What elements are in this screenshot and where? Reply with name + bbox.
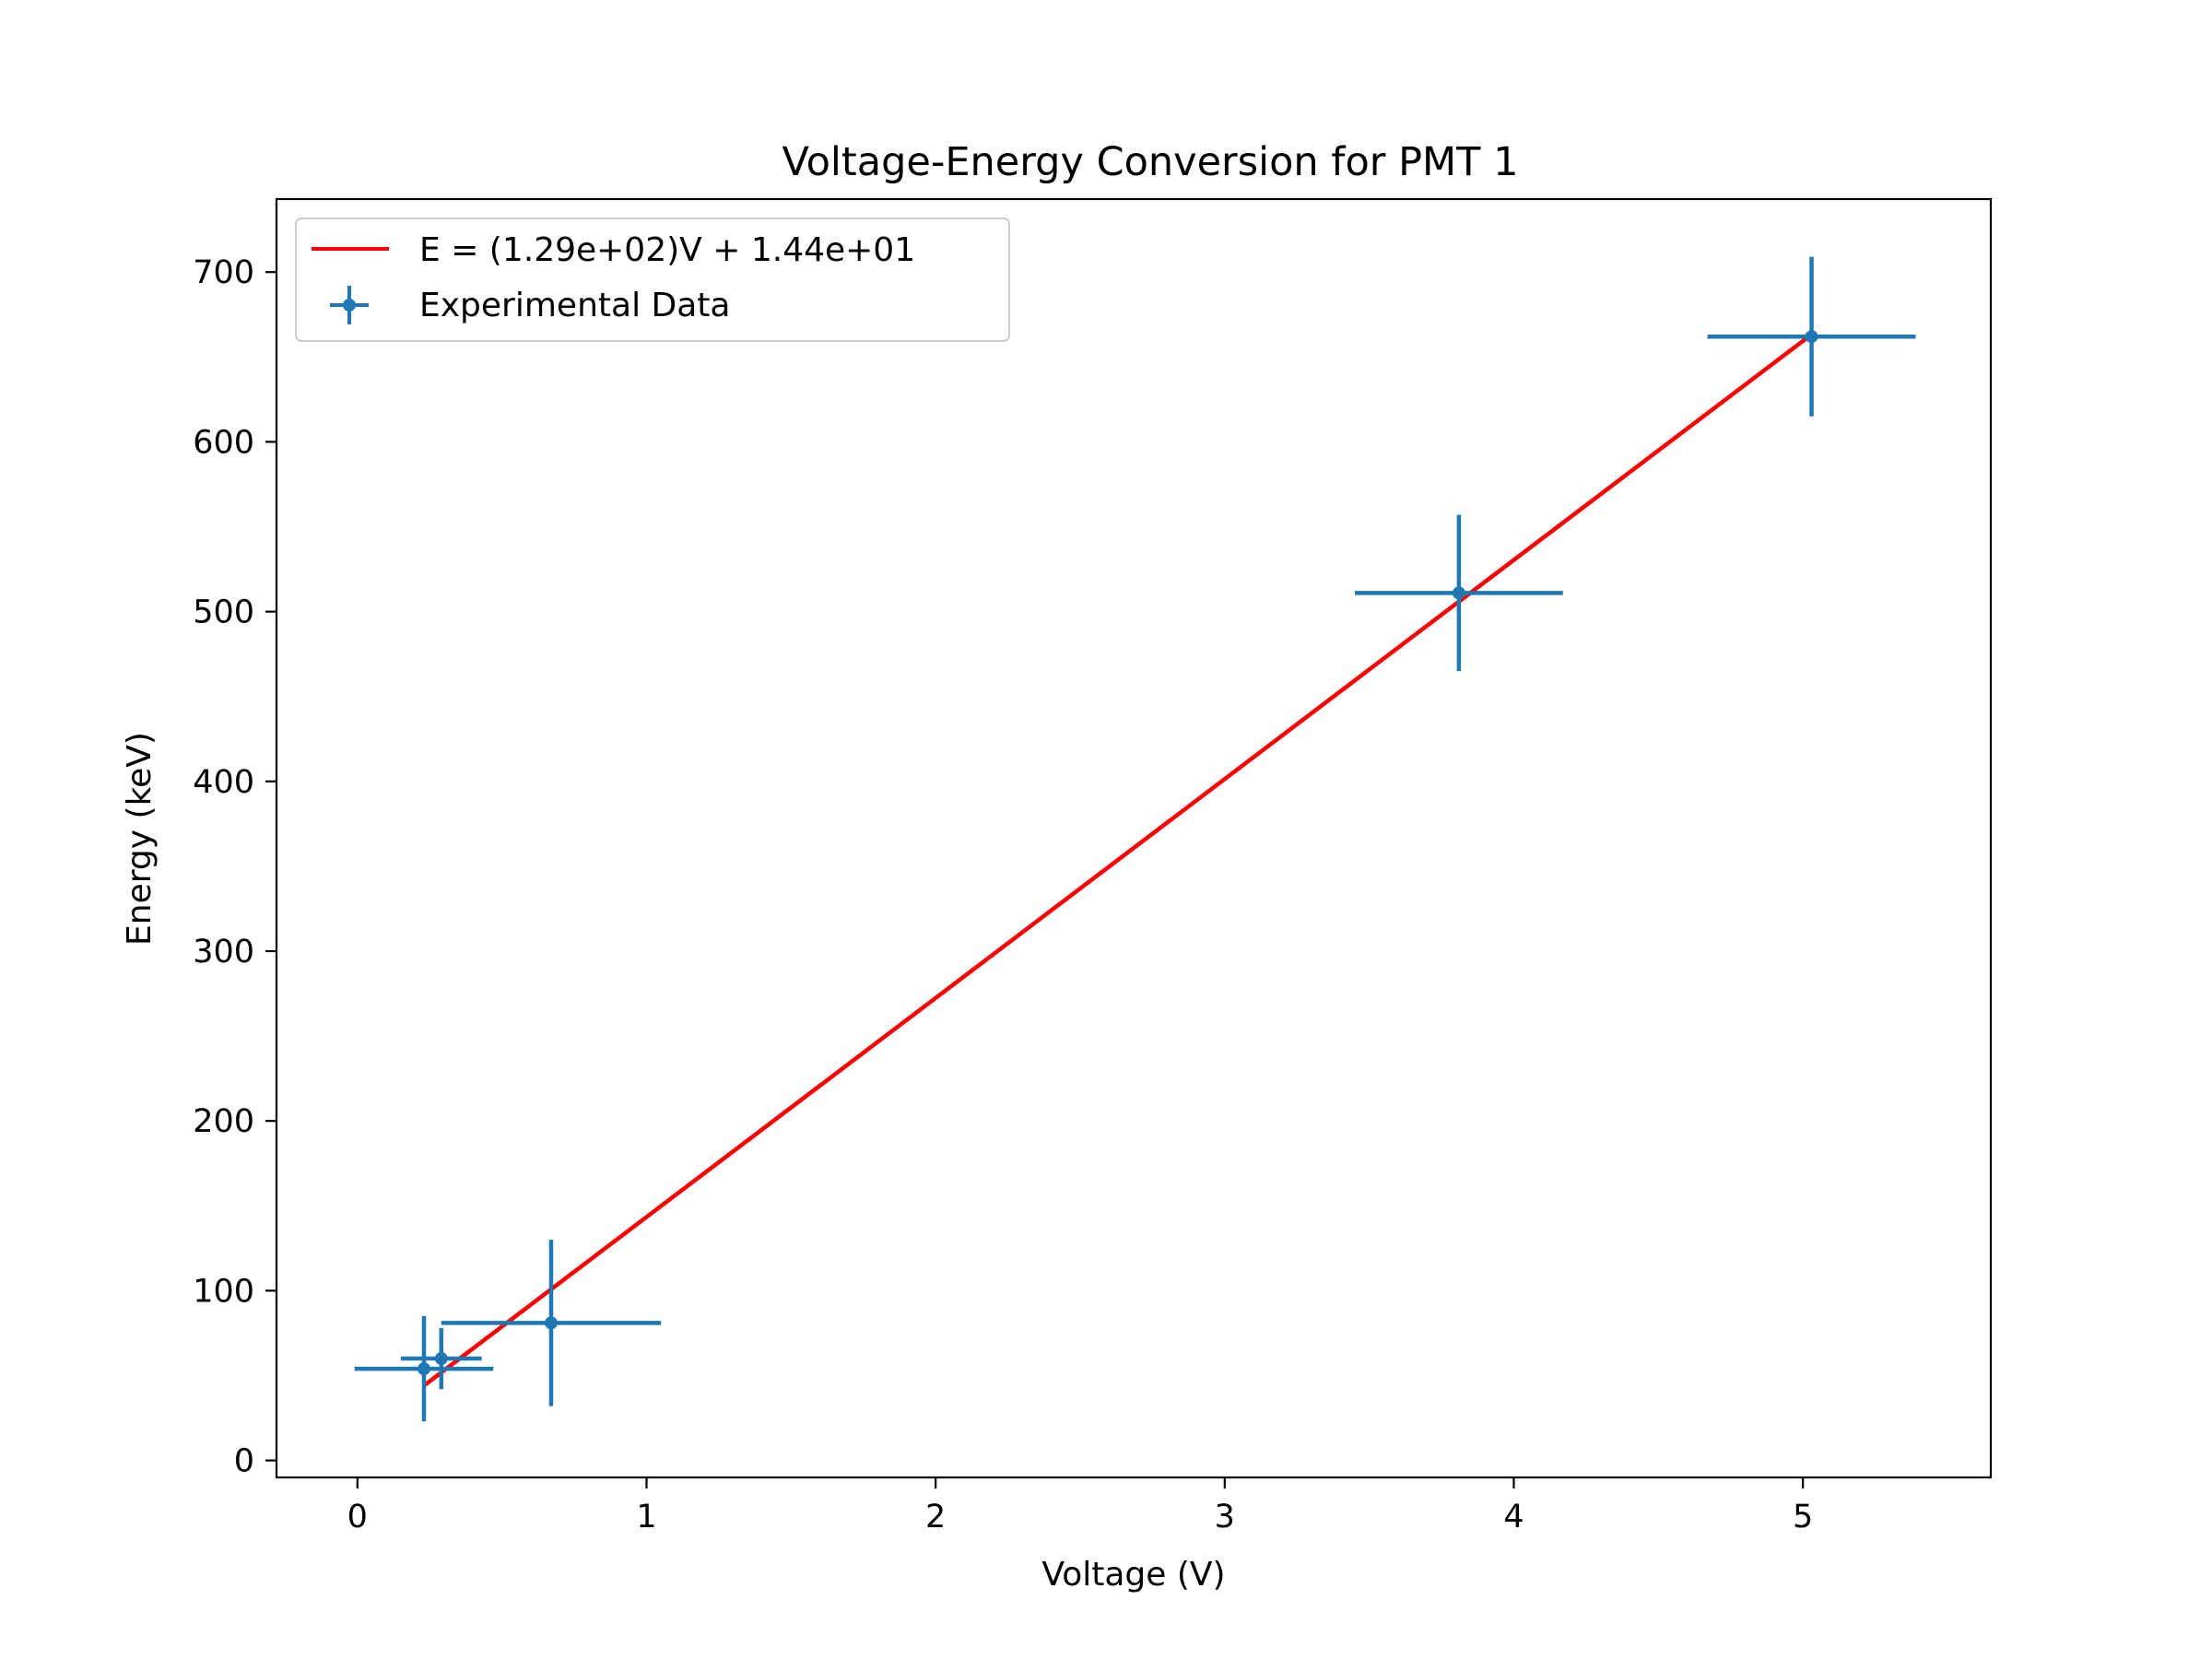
x-tick-label-5: 5 [1793,1499,1813,1535]
legend-box [295,218,1010,342]
chart-title: Voltage-Energy Conversion for PMT 1 [782,139,1519,185]
y-tick-label-7: 700 [193,254,254,291]
y-tick-label-0: 0 [234,1443,254,1480]
data-marker-4 [1805,330,1818,344]
data-point-4 [1707,256,1916,417]
data-point-3 [1354,514,1563,672]
x-tick-label-1: 1 [636,1499,656,1535]
data-marker-3 [1452,586,1465,600]
fit-line [422,333,1813,1388]
data-marker-2 [544,1316,558,1330]
data-point-2 [441,1240,662,1406]
y-tick-label-6: 600 [193,424,254,461]
x-axis-label: Voltage (V) [1041,1556,1225,1594]
legend-entry-fit: E = (1.29e+02)V + 1.44e+01 [419,231,915,269]
legend-errorbar-swatch [330,286,369,324]
y-tick-label-2: 200 [193,1103,254,1140]
x-tick-label-4: 4 [1503,1499,1524,1535]
x-tick-label-3: 3 [1215,1499,1235,1535]
y-axis-label: Energy (keV) [121,732,159,946]
y-axis: 0 100 200 300 400 500 600 700 [193,254,276,1480]
legend: E = (1.29e+02)V + 1.44e+01 Experimental … [295,218,1010,342]
x-tick-label-2: 2 [925,1499,946,1535]
axes-frame [275,197,1993,1479]
data-marker-0 [417,1362,430,1376]
legend-entry-data: Experimental Data [419,287,730,324]
data-point-1 [400,1327,482,1390]
data-marker-1 [434,1352,448,1366]
y-tick-label-1: 100 [193,1273,254,1310]
y-tick-label-4: 400 [193,764,254,801]
x-axis: 0 1 2 3 4 5 [347,1477,1813,1535]
y-tick-label-5: 500 [193,594,254,631]
x-tick-label-0: 0 [347,1499,368,1535]
plot-area [354,256,1916,1422]
data-point-0 [354,1316,494,1422]
y-tick-label-3: 300 [193,934,254,971]
